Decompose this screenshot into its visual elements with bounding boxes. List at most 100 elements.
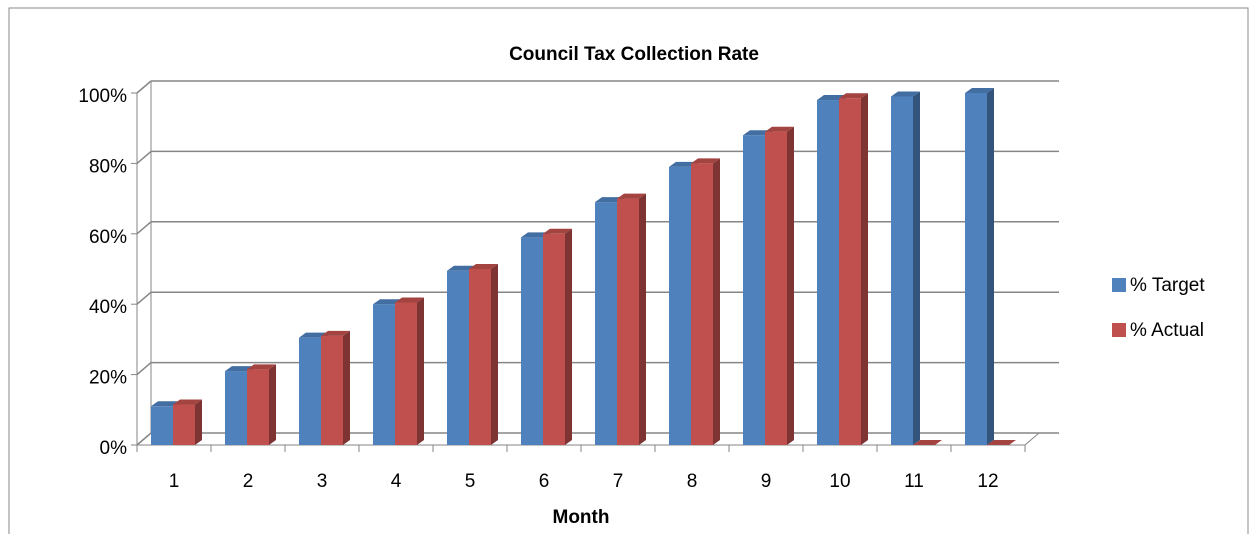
bar-side (269, 364, 276, 445)
bar (247, 364, 276, 445)
bar-front (151, 406, 173, 445)
bar-front (891, 96, 913, 446)
bar-top (913, 440, 942, 445)
bar-side (713, 158, 720, 445)
chart-title: Council Tax Collection Rate (509, 44, 759, 65)
bar-side (913, 91, 920, 446)
grid-line-side (136, 80, 152, 94)
bar (691, 158, 720, 445)
bar-top (617, 193, 646, 199)
bar-top (669, 161, 698, 167)
bar (891, 91, 920, 446)
bar-top (469, 264, 498, 269)
grid-line-side (136, 432, 152, 446)
bar (543, 228, 572, 445)
bar-top (321, 330, 350, 336)
bar (913, 440, 942, 445)
bar (765, 126, 794, 445)
y-tick-label: 0% (100, 438, 128, 459)
x-tick-label: 11 (904, 471, 924, 492)
bar (617, 193, 646, 445)
bar-front (595, 202, 617, 445)
bar-top (691, 158, 720, 164)
bar (395, 297, 424, 445)
bar-top (151, 401, 180, 407)
grid-line-side (136, 362, 152, 376)
x-tick-label: 10 (829, 471, 850, 492)
bar (839, 93, 868, 445)
x-tick-label: 6 (539, 471, 550, 492)
bar-side (787, 126, 794, 445)
bar-front (743, 135, 765, 446)
bar-front (225, 371, 247, 445)
bar-front (617, 198, 639, 445)
bar-top (743, 130, 772, 136)
bar-front (691, 163, 713, 445)
y-tick-label: 20% (89, 368, 127, 389)
y-tick-label: 80% (89, 156, 127, 177)
bar-top (817, 95, 846, 101)
y-tick-label: 100% (78, 86, 127, 107)
x-tick-label: 8 (687, 471, 698, 492)
bar-top (225, 366, 254, 372)
grid-line-side (136, 221, 152, 235)
bar-top (543, 228, 572, 234)
grid-line-side (136, 150, 152, 164)
bar-top (299, 332, 328, 338)
bar-front (543, 233, 565, 445)
bar-front (247, 369, 269, 445)
legend-label: % Actual (1130, 320, 1204, 341)
legend-label: % Target (1130, 275, 1205, 296)
bar-side (987, 88, 994, 445)
bar-top (173, 399, 202, 405)
bar-front (373, 304, 395, 445)
bar-side (417, 297, 424, 445)
bar-top (987, 440, 1016, 445)
bar-front (521, 237, 543, 445)
bar-side (491, 264, 498, 445)
bar-top (247, 364, 276, 370)
bar-side (639, 193, 646, 445)
bar-front (321, 335, 343, 445)
legend-swatch (1112, 323, 1126, 337)
bar (965, 88, 994, 445)
x-tick-label: 1 (169, 471, 180, 492)
x-axis-title: Month (553, 507, 610, 528)
x-tick-label: 4 (391, 471, 402, 492)
x-tick-label: 7 (613, 471, 624, 492)
y-tick-label: 40% (89, 297, 127, 318)
bar-top (373, 299, 402, 305)
bar-top (765, 126, 794, 132)
bar-top (595, 197, 624, 203)
bar-side (861, 93, 868, 445)
bar (173, 399, 202, 445)
grid-line-side (136, 291, 152, 305)
y-tick-label: 60% (89, 227, 127, 248)
bar-top (447, 265, 476, 271)
bar-top (395, 297, 424, 303)
bar-front (839, 98, 861, 445)
bar-front (395, 302, 417, 445)
bar (987, 440, 1016, 445)
bar-front (299, 337, 321, 445)
bar (469, 264, 498, 445)
x-tick-label: 12 (977, 471, 998, 492)
bar-front (173, 404, 195, 445)
bar-top (891, 91, 920, 97)
bar-side (195, 399, 202, 445)
bar-top (521, 232, 550, 238)
bar-front (765, 131, 787, 445)
bar-front (447, 270, 469, 445)
legend-swatch (1112, 278, 1126, 292)
x-tick-label: 3 (317, 471, 328, 492)
x-tick-label: 5 (465, 471, 476, 492)
bar (321, 330, 350, 445)
bar-front (469, 269, 491, 445)
bar-front (817, 100, 839, 445)
bar-top (965, 88, 994, 93)
x-tick-label: 2 (243, 471, 254, 492)
bar-side (343, 330, 350, 445)
bar-front (965, 93, 987, 445)
